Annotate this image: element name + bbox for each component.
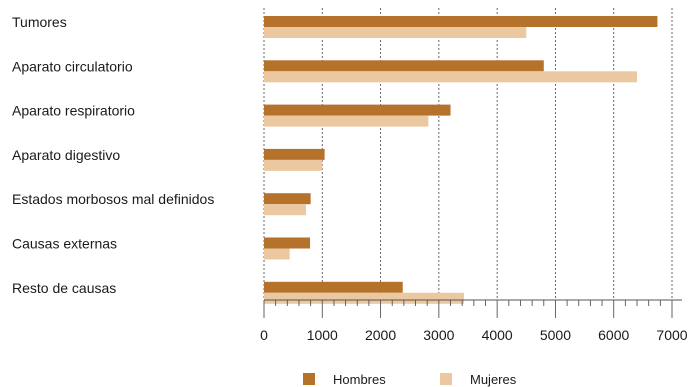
tick-label: 6000 — [598, 327, 629, 343]
legend-label: Mujeres — [470, 372, 517, 387]
bar-mujeres — [264, 27, 527, 38]
bar-hombres — [264, 60, 544, 72]
category-labels: Tumores Aparato circulatorio Aparato respi… — [12, 14, 214, 296]
bar-hombres — [264, 281, 403, 293]
category-label: Resto de causas — [12, 280, 116, 296]
bar-hombres — [264, 193, 311, 205]
x-axis — [263, 299, 682, 318]
legend: Hombres Mujeres — [303, 372, 517, 387]
category-label: Aparato circulatorio — [12, 58, 133, 74]
bar-mujeres — [264, 204, 306, 216]
grid-lines — [263, 8, 673, 300]
category-label: Tumores — [12, 14, 67, 30]
bar-mujeres — [264, 159, 323, 171]
bar-mujeres — [264, 248, 290, 260]
category-label: Estados morbosos mal definidos — [12, 191, 214, 207]
category-label: Aparato digestivo — [12, 147, 120, 163]
bar-hombres — [264, 237, 311, 249]
legend-swatch — [440, 373, 452, 385]
bar-mujeres — [264, 71, 638, 83]
tick-label: 5000 — [540, 327, 571, 343]
bar-hombres — [264, 148, 325, 160]
tick-label: 2000 — [365, 327, 396, 343]
legend-swatch — [303, 373, 315, 385]
bars — [264, 16, 658, 304]
tick-label: 7000 — [656, 327, 687, 343]
bar-hombres — [264, 104, 451, 116]
category-label: Aparato respiratorio — [12, 103, 135, 119]
tick-label: 4000 — [482, 327, 513, 343]
bar-mujeres — [264, 115, 429, 127]
tick-label: 1000 — [307, 327, 338, 343]
tick-labels: 0 1000 2000 3000 4000 5000 6000 7000 — [260, 327, 688, 343]
bar-mujeres — [264, 292, 464, 304]
bar-hombres — [264, 16, 658, 27]
tick-label: 0 — [260, 327, 268, 343]
tick-label: 3000 — [423, 327, 454, 343]
category-label: Causas externas — [12, 236, 117, 252]
legend-label: Hombres — [333, 372, 386, 387]
